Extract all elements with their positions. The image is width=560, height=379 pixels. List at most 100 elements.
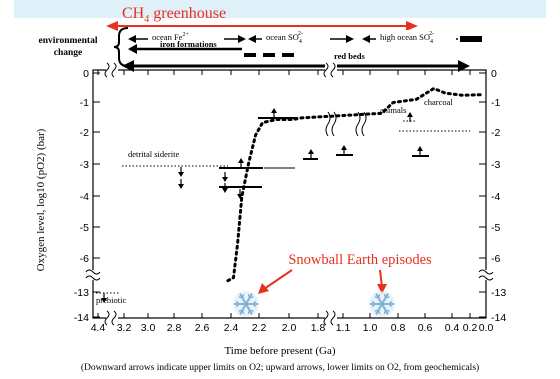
snowflake-branch [249, 296, 254, 299]
y-tick-label: -13 [491, 287, 506, 299]
x-tick-label: 2.0 [282, 322, 297, 334]
snowflake-branch [235, 303, 240, 308]
downward-arrow-head [101, 298, 107, 303]
y-tick-label: -6 [491, 253, 500, 265]
snowflake-arm [381, 303, 389, 315]
axis-break-mask [86, 270, 100, 280]
snowflake-branch [388, 300, 393, 305]
y-tick-label: -14 [74, 312, 89, 324]
x-ticks: 4.4 3.2 3.0 2.8 2.6 2.4 2.2 2.0 1.8 1.1 1.0 0.8 0.6 0… [91, 70, 493, 334]
x-axis-title: Time before present (Ga) [224, 345, 335, 357]
snowball-arrow-left-head [258, 283, 269, 294]
axis-break [361, 111, 367, 137]
snowflake-branch [385, 296, 390, 299]
snowflake-arm [375, 293, 383, 305]
snowflake-branch [371, 303, 376, 308]
ch4-greenhouse-label: CH4 greenhouse [122, 5, 226, 25]
high-so4-bar [460, 36, 482, 42]
animals-label: animals [380, 105, 406, 115]
x-tick-label: 1.0 [363, 322, 378, 334]
axis-break [104, 310, 110, 326]
axis-break [111, 62, 117, 78]
axis-break [478, 269, 494, 275]
red-beds-label-bg [332, 51, 376, 61]
upward-arrow-head [271, 108, 277, 113]
ocean-fe-label-bg [148, 31, 224, 43]
snowflake-branch [235, 300, 240, 305]
snowflake-arm [245, 303, 253, 315]
ocean-fe-label: ocean Fe2+ [152, 32, 189, 42]
axis-breaks [85, 62, 494, 326]
y-tick-label: 0 [83, 68, 89, 80]
y-tick-label: -3 [80, 159, 89, 171]
prebiotic-label: prebiotic [96, 295, 126, 305]
snowflake-arm [239, 293, 247, 305]
snowball-arrow-right-head [377, 284, 387, 294]
snowflake-branch [249, 309, 254, 312]
x-tick-label: 3.0 [141, 322, 156, 334]
y-tick-label: -4 [80, 191, 89, 203]
upward-arrow-head [238, 158, 244, 163]
red-beds-label: red beds [334, 51, 365, 61]
x-tick-label: 0.8 [391, 322, 406, 334]
iron-formations-head [128, 44, 137, 54]
ocean-so4-arrow-head [248, 35, 256, 43]
proxy-marks [96, 108, 470, 303]
x-tick-label: 3.2 [117, 322, 132, 334]
x-tick-label: 4.4 [91, 322, 106, 334]
y-tick-label: -2 [80, 127, 89, 139]
red-beds-left-head [122, 60, 134, 72]
snowflake-arm [381, 293, 389, 305]
detrital-siderite-label: detrital siderite [128, 149, 179, 159]
x-tick-label: 2.6 [195, 322, 210, 334]
snowflake-branch [383, 309, 387, 315]
upward-arrow-head [341, 145, 347, 150]
upward-arrow-head [417, 146, 423, 151]
snowflake-branch [371, 300, 376, 305]
ocean-so4-label: ocean SO42- [266, 31, 303, 45]
chart-caption: (Downward arrows indicate upper limits o… [81, 362, 479, 373]
snowflake-branch [377, 293, 381, 299]
y-tick-label: -5 [491, 222, 500, 234]
x-tick-label: 1.8 [311, 322, 326, 334]
y-tick-label: -3 [491, 159, 500, 171]
ocean-fe-arrow-head [128, 35, 136, 43]
axis-break [104, 62, 110, 78]
snowball-label: Snowball Earth episodes [288, 252, 432, 268]
y-tick-label: -2 [491, 127, 500, 139]
ocean-fe-arrow-head-right [238, 35, 246, 43]
axis-break [111, 310, 117, 326]
ch4-arrow-left-head [106, 21, 118, 31]
axis-break-mask [479, 270, 493, 280]
high-so4-label: high ocean SO42- [380, 31, 434, 45]
y-tick-label: -14 [491, 312, 506, 324]
snowflake-icon [369, 291, 395, 317]
x-tick-label: 2.2 [252, 322, 267, 334]
red-beds-right-head [458, 60, 470, 72]
snowflake-branch [383, 293, 387, 299]
high-so4-arrow-head [362, 35, 370, 43]
y-tick-label: -6 [80, 253, 89, 265]
axis-break [323, 310, 329, 326]
snowflake-branch [238, 296, 243, 299]
x-tick-label: 2.4 [224, 322, 239, 334]
snowflake-branch [374, 296, 379, 299]
ocean-so4-arrow-head-right [346, 35, 354, 43]
axis-break [330, 310, 336, 326]
axis-break [85, 269, 101, 275]
snowflake-branch [241, 293, 245, 299]
y-axis-title: Oxygen level, log10 (pO2) (bar) [35, 128, 47, 271]
header-band [14, 0, 546, 18]
snowflake-arm [239, 303, 247, 315]
charcoal-label: charcoal [424, 97, 453, 107]
ch4-arrow-right-head [406, 21, 418, 31]
y-tick-label: -1 [80, 97, 89, 109]
y-tick-label: -5 [80, 222, 89, 234]
snowflake-branch [252, 303, 257, 308]
axis-break [85, 275, 101, 281]
snowflake-arm [245, 293, 253, 305]
change-label: change [54, 48, 83, 58]
oxygen-curve [226, 86, 482, 283]
axis-break [478, 275, 494, 281]
y-tick-label: -1 [491, 97, 500, 109]
